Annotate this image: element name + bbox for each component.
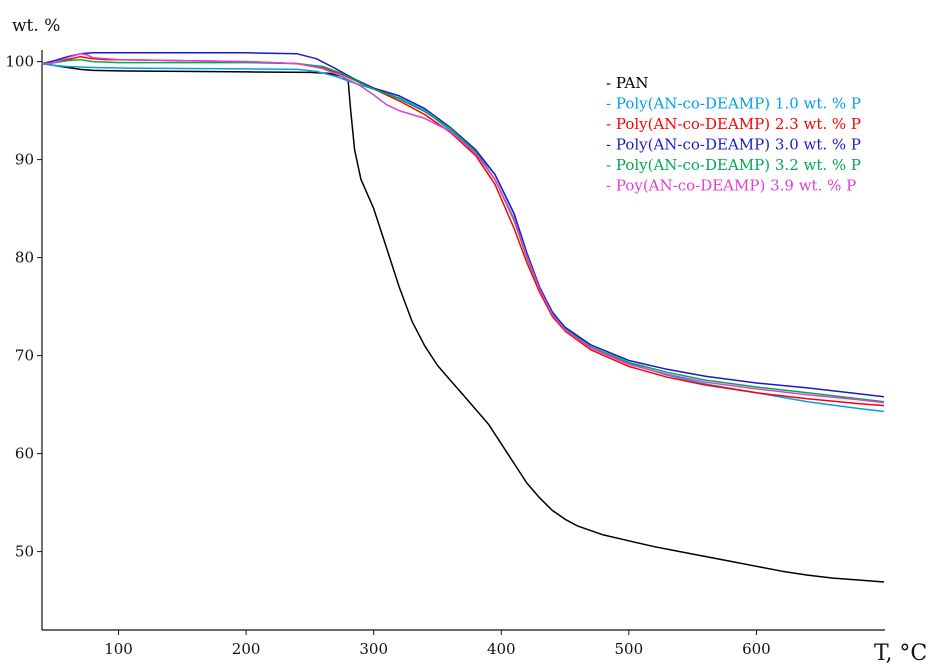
y-tick-label: 90 (15, 151, 34, 169)
y-tick-label: 70 (15, 347, 34, 365)
legend: - PAN - Poly(AN-co-DEAMP) 1.0 wt. % P - Po… (606, 74, 861, 195)
series-line-5 (41, 58, 885, 403)
legend-entry-4: - Poly(AN-co-DEAMP) 3.0 wt. % P (606, 136, 861, 154)
y-tick-label: 80 (15, 249, 34, 267)
series-line-3 (41, 55, 885, 407)
legend-entry-1: - PAN (606, 74, 649, 92)
series-line-4 (41, 52, 885, 398)
legend-entry-6: - Poy(AN-co-DEAMP) 3.9 wt. % P (606, 177, 856, 195)
x-tick-label: 100 (104, 640, 133, 658)
y-tick-label: 60 (15, 445, 34, 463)
x-tick-label: 400 (487, 640, 516, 658)
x-tick-label: 500 (615, 640, 644, 658)
legend-entry-2: - Poly(AN-co-DEAMP) 1.0 wt. % P (606, 95, 861, 113)
x-tick-label: 600 (742, 640, 771, 658)
series-lines (41, 52, 885, 583)
series-line-1 (41, 62, 885, 583)
series-line-6 (41, 53, 885, 404)
legend-entry-5: - Poly(AN-co-DEAMP) 3.2 wt. % P (606, 156, 861, 174)
legend-entry-3: - Poly(AN-co-DEAMP) 2.3 wt. % P (606, 115, 861, 133)
x-tick-group: 100 200 300 400 500 600 (104, 630, 771, 658)
x-tick-label: 200 (232, 640, 261, 658)
x-axis-title: T, °C (874, 641, 927, 664)
y-axis-title: wt. % (12, 16, 60, 36)
x-tick-label: 300 (359, 640, 388, 658)
y-tick-label: 50 (15, 543, 34, 561)
y-tick-group: 50 60 70 80 90 100 (5, 53, 42, 561)
y-tick-label: 100 (5, 53, 34, 71)
